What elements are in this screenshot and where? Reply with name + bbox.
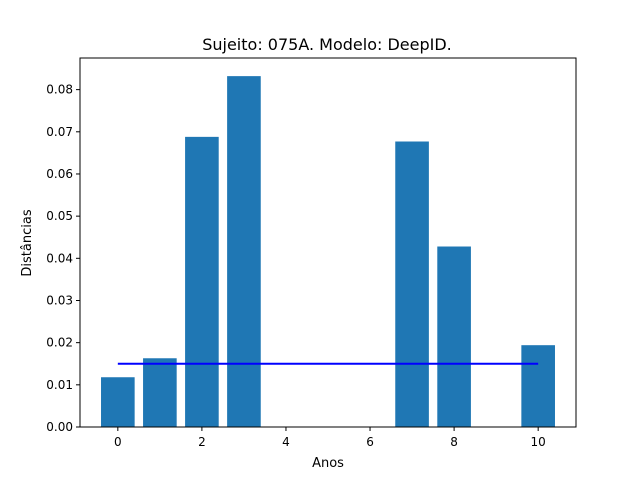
bar-3 — [227, 76, 261, 427]
x-tick-label: 4 — [282, 435, 290, 449]
y-tick-label: 0.08 — [46, 83, 73, 97]
y-axis-label: Distâncias — [20, 209, 35, 276]
x-axis-label: Anos — [312, 456, 344, 471]
bar-0 — [101, 377, 135, 427]
y-tick-label: 0.00 — [46, 420, 73, 434]
bar-5 — [437, 246, 471, 427]
x-tick-label: 8 — [450, 435, 458, 449]
plot-frame — [79, 57, 577, 428]
x-tick-label: 10 — [531, 435, 546, 449]
y-tick-label: 0.05 — [46, 209, 73, 223]
y-tick-label: 0.06 — [46, 167, 73, 181]
y-tick-label: 0.02 — [46, 336, 73, 350]
y-tick-label: 0.03 — [46, 293, 73, 307]
x-tick-label: 6 — [366, 435, 374, 449]
bar-1 — [143, 358, 177, 427]
chart-title: Sujeito: 075A. Modelo: DeepID. — [202, 35, 452, 54]
y-axis-ticks: 0.00 0.01 0.02 0.03 0.04 0.05 0.06 0.07 0.08 — [46, 83, 80, 434]
x-tick-label: 2 — [198, 435, 206, 449]
bars-group — [101, 76, 555, 427]
y-tick-label: 0.01 — [46, 378, 73, 392]
y-tick-label: 0.04 — [46, 251, 73, 265]
x-tick-label: 0 — [114, 435, 122, 449]
bar-2 — [185, 136, 219, 427]
bar-6 — [521, 345, 555, 427]
x-axis-ticks: 0 2 4 6 8 10 — [114, 427, 546, 449]
bar-4 — [395, 141, 429, 427]
y-tick-label: 0.07 — [46, 125, 73, 139]
